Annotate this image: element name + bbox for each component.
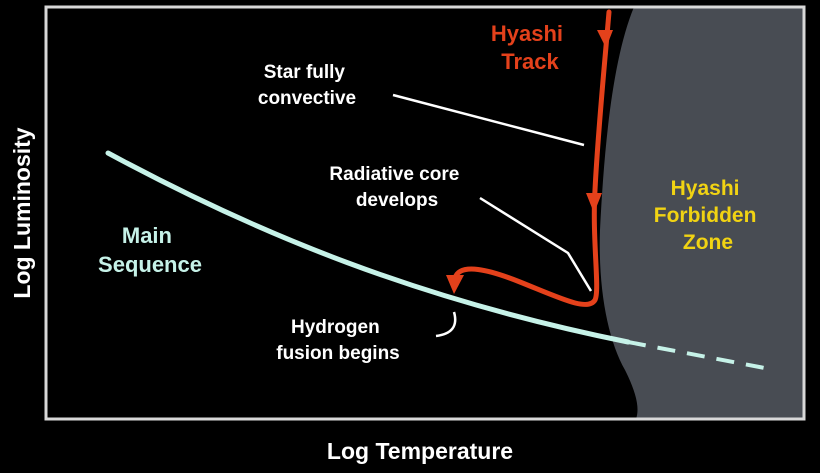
forbidden-zone-label-line-2: Forbidden — [654, 204, 757, 227]
hyashi-track-label: Hyashi Track — [491, 21, 569, 74]
forbidden-zone-label-line-1: Hyashi — [671, 177, 740, 200]
main-sequence-label: Main Sequence — [98, 223, 202, 277]
x-axis-label: Log Temperature — [327, 438, 513, 464]
hyashi-track-arrow-end — [446, 275, 464, 294]
y-axis-label: Log Luminosity — [9, 127, 35, 298]
hydrogen-fusion-label: Hydrogen fusion begins — [276, 317, 400, 364]
radiative-core-line-1: Radiative core — [329, 164, 459, 185]
hyashi-track-label-line-1: Hyashi — [491, 21, 563, 46]
forbidden-zone-label-line-3: Zone — [683, 231, 733, 254]
plot-frame — [44, 5, 806, 421]
convective-pointer-line — [392, 93, 585, 147]
radiative-core-line-2: develops — [356, 190, 438, 211]
hyashi-track-curve — [452, 9, 612, 307]
hyashi-track-label-line-2: Track — [501, 49, 559, 74]
forbidden-zone-region — [599, 7, 804, 419]
hydrogen-fusion-line-1: Hydrogen — [291, 317, 380, 338]
hyashi-track-arrow-middle — [586, 193, 602, 213]
main-sequence-line — [105, 150, 631, 345]
hydrogen-pointer-hook — [435, 311, 457, 338]
hydrogen-fusion-line-2: fusion begins — [276, 343, 400, 364]
star-fully-convective-line-1: Star fully — [264, 62, 346, 83]
forbidden-zone-label: Hyashi Forbidden Zone — [654, 177, 763, 254]
star-fully-convective-label: Star fully convective — [258, 62, 356, 109]
hyashi-track-arrow-top — [597, 30, 613, 48]
main-sequence-label-line-2: Sequence — [98, 252, 202, 277]
radiative-pointer-line — [479, 196, 593, 292]
main-sequence-dashed-line — [627, 340, 771, 371]
radiative-core-label: Radiative core develops — [329, 164, 464, 211]
main-sequence-label-line-1: Main — [122, 223, 172, 248]
star-fully-convective-line-2: convective — [258, 88, 356, 109]
